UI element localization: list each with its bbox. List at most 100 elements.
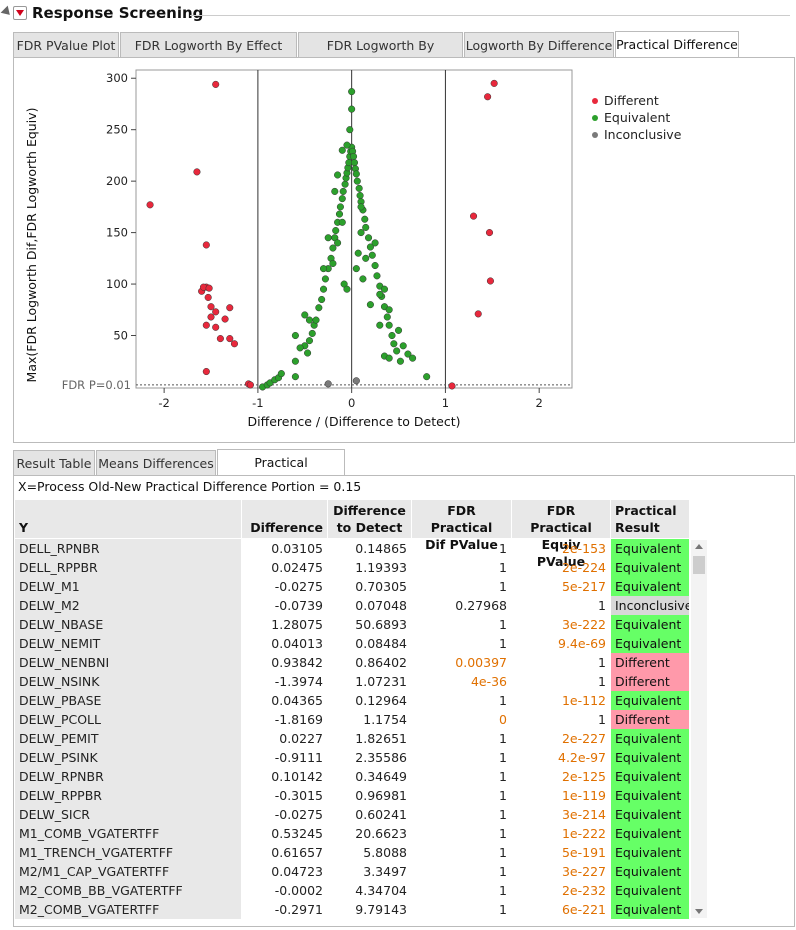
point-equivalent[interactable] [291,373,299,381]
table-row[interactable]: DELW_M1 -0.0275 0.70305 1 5e-217 Equivalent [15,577,691,596]
table-row[interactable]: DELW_PEMIT 0.0227 1.82651 1 2e-227 Equivalent [15,729,691,748]
point-equivalent[interactable] [361,215,369,223]
point-equivalent[interactable] [409,354,417,362]
point-different[interactable] [216,335,224,343]
column-header[interactable]: Difference to Detect [328,500,411,538]
point-equivalent[interactable] [371,261,379,270]
point-different[interactable] [469,212,478,220]
point-equivalent[interactable] [362,223,370,232]
column-header[interactable]: Y [15,500,241,538]
point-equivalent[interactable] [277,370,285,378]
point-equivalent[interactable] [343,285,351,293]
point-different[interactable] [474,310,482,318]
point-equivalent[interactable] [385,306,393,314]
tab-practical-differences[interactable]: Practical Differences [217,449,345,495]
point-different[interactable] [204,293,212,301]
legend-item-different[interactable]: Different [592,92,681,109]
point-equivalent[interactable] [329,259,337,268]
table-row[interactable]: M2_COMB_VGATERTFF -0.2971 9.79143 1 6e-221 Eq… [15,900,691,919]
tab-practical-difference[interactable]: Practical Difference [615,31,739,58]
column-header[interactable]: FDR Practical Dif PValue [412,500,511,552]
point-equivalent[interactable] [366,301,374,309]
point-equivalent[interactable] [338,146,346,154]
table-row[interactable]: DELW_RPNBR 0.10142 0.34649 1 2e-125 Equivalen… [15,767,691,786]
point-equivalent[interactable] [308,329,316,338]
point-different[interactable] [230,340,239,348]
table-row[interactable]: DELW_NBASE 1.28075 50.6893 1 3e-222 Equivalen… [15,615,691,634]
point-equivalent[interactable] [352,265,360,273]
point-equivalent[interactable] [319,285,328,293]
point-equivalent[interactable] [349,152,358,160]
point-inconclusive[interactable] [352,377,360,385]
point-equivalent[interactable] [339,187,347,195]
table-scrollbar[interactable] [691,540,707,918]
point-different[interactable] [202,321,210,329]
table-row[interactable]: M2/M1_CAP_VGATERTFF 0.04723 3.3497 1 3e-227 E… [15,862,691,881]
point-equivalent[interactable] [335,210,344,218]
point-equivalent[interactable] [385,354,393,362]
point-different[interactable] [202,367,210,376]
red-triangle-menu-icon[interactable] [13,6,27,20]
tab-logworth-by-difference[interactable]: Logworth By Difference [464,32,614,57]
point-equivalent[interactable] [368,251,376,259]
point-equivalent[interactable] [396,357,404,365]
point-equivalent[interactable] [376,290,384,298]
table-row[interactable]: DELW_M2 -0.0739 0.07048 0.27968 1 Inconclusiv… [15,596,691,615]
point-different[interactable] [226,335,234,343]
point-equivalent[interactable] [338,195,346,203]
point-equivalent[interactable] [404,350,412,358]
practical-difference-plot[interactable]: FDR P=0.01 50 100 150 200 250 300 -2 -1 0 1 2 Differ… [14,58,796,444]
point-different[interactable] [485,229,494,237]
point-equivalent[interactable] [390,340,398,348]
disclosure-triangle-icon[interactable] [0,5,14,19]
scroll-up-icon[interactable] [695,544,703,549]
point-different[interactable] [193,168,201,176]
point-equivalent[interactable] [318,295,326,304]
point-different[interactable] [212,80,220,88]
point-equivalent[interactable] [348,88,356,96]
column-header[interactable]: FDR Practical Equiv PValue [512,500,610,569]
table-row[interactable]: M1_COMB_VGATERTFF 0.53245 20.6623 1 1e-222 Eq… [15,824,691,843]
point-equivalent[interactable] [373,272,381,280]
point-inconclusive[interactable] [324,380,332,388]
point-equivalent[interactable] [329,244,337,252]
point-equivalent[interactable] [371,239,379,247]
point-equivalent[interactable] [393,347,401,355]
point-equivalent[interactable] [321,275,329,283]
point-different[interactable] [207,303,215,311]
point-different[interactable] [212,323,220,331]
point-equivalent[interactable] [304,349,312,357]
table-row[interactable]: DELW_NEMIT 0.04013 0.08484 1 9.4e-69 Equivale… [15,634,691,653]
point-equivalent[interactable] [355,184,363,192]
point-equivalent[interactable] [319,265,328,273]
tab-fdr-logworth-by-effect-size[interactable]: FDR Logworth By Effect Size [120,32,297,78]
point-equivalent[interactable] [352,170,360,178]
point-equivalent[interactable] [383,313,391,321]
column-header[interactable]: Difference [242,500,327,538]
scroll-thumb[interactable] [693,556,705,574]
point-equivalent[interactable] [348,105,356,113]
point-equivalent[interactable] [399,342,407,350]
point-equivalent[interactable] [301,311,309,319]
point-equivalent[interactable] [376,321,384,329]
point-different[interactable] [226,304,234,312]
point-equivalent[interactable] [385,321,393,329]
point-different[interactable] [448,382,456,390]
point-equivalent[interactable] [350,159,359,167]
point-equivalent[interactable] [334,239,342,247]
point-equivalent[interactable] [356,192,364,200]
point-different[interactable] [146,201,154,209]
point-equivalent[interactable] [423,373,431,381]
table-row[interactable]: DELL_RPNBR 0.03105 0.14865 1 2e-153 Equivalen… [15,539,691,558]
point-equivalent[interactable] [388,331,396,340]
point-equivalent[interactable] [336,203,344,211]
point-equivalent[interactable] [346,126,354,134]
scroll-down-icon[interactable] [695,909,703,914]
table-row[interactable]: DELW_PBASE 0.04365 0.12964 1 1e-112 Equivalen… [15,691,691,710]
tab-fdr-logworth-by-rsquare[interactable]: FDR Logworth By RSquare [298,32,463,78]
point-different[interactable] [484,93,492,101]
point-equivalent[interactable] [291,331,299,340]
point-equivalent[interactable] [359,275,367,283]
legend-item-inconclusive[interactable]: Inconclusive [592,126,681,143]
point-different[interactable] [205,284,213,292]
